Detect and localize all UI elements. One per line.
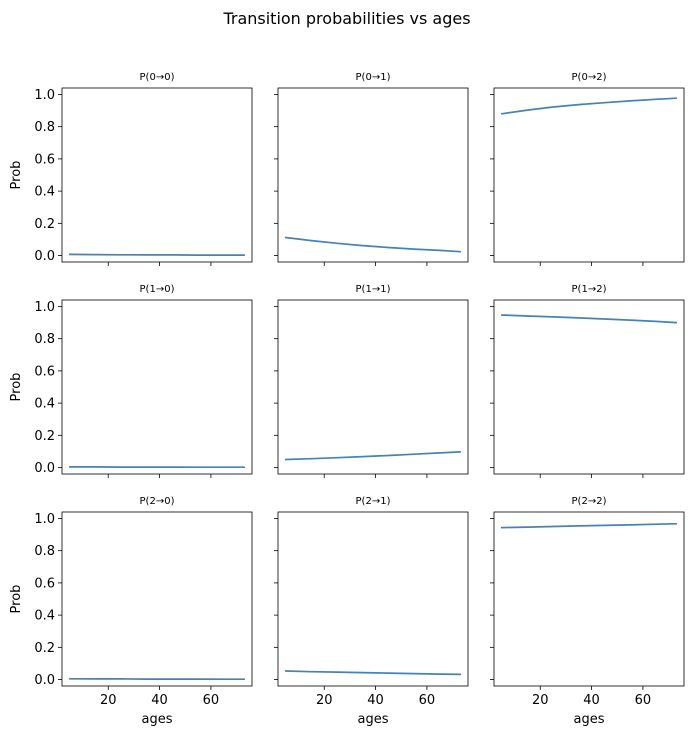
subplot-title: P(2→1) xyxy=(356,496,391,507)
subplot-4: P(1→1) xyxy=(274,284,469,478)
y-tick-label: 1.0 xyxy=(34,300,55,315)
axes-frame xyxy=(61,87,253,263)
y-tick-label: 0.8 xyxy=(34,120,55,135)
y-tick-label: 0.6 xyxy=(34,576,55,591)
y-axis-label: Prob xyxy=(9,161,24,190)
subplot-title: P(0→2) xyxy=(572,72,607,83)
subplot-6: P(2→0) 0.0 0.2 0.4 0.6 0.8 1.0 20 40 60 Prob ages xyxy=(9,496,253,727)
y-axis-label: Prob xyxy=(9,585,24,614)
subplot-title: P(1→2) xyxy=(572,284,607,295)
x-axis-label: ages xyxy=(142,712,173,727)
axes-frame xyxy=(61,511,253,687)
y-tick-label: 1.0 xyxy=(34,88,55,103)
y-tick-label: 0.0 xyxy=(34,249,55,264)
subplot-title: P(0→1) xyxy=(356,72,391,83)
series-line xyxy=(68,253,246,256)
series-line xyxy=(284,451,462,461)
subplot-1: P(0→1) xyxy=(274,72,469,266)
x-tick-label: 40 xyxy=(583,693,600,708)
axes-frame xyxy=(277,87,469,263)
x-tick-label: 60 xyxy=(419,693,436,708)
axes-frame xyxy=(493,511,685,687)
subplot-title: P(1→0) xyxy=(140,284,175,295)
x-tick-label: 20 xyxy=(100,693,117,708)
subplot-0: P(0→0) 0.0 0.2 0.4 0.6 0.8 1.0 Prob xyxy=(9,72,253,266)
y-tick-label: 0.6 xyxy=(34,152,55,167)
y-axis-label: Prob xyxy=(9,373,24,402)
y-tick-label: 0.2 xyxy=(34,217,55,232)
y-tick-label: 0.8 xyxy=(34,332,55,347)
x-axis-label: ages xyxy=(358,712,389,727)
subplot-5: P(1→2) xyxy=(490,284,685,478)
axes-frame xyxy=(277,299,469,475)
x-tick-label: 40 xyxy=(151,693,168,708)
subplot-3: P(1→0) 0.0 0.2 0.4 0.6 0.8 1.0 Prob xyxy=(9,284,253,478)
x-tick-label: 60 xyxy=(635,693,652,708)
y-tick-label: 0.4 xyxy=(34,609,55,624)
y-tick-label: 0.2 xyxy=(34,429,55,444)
x-tick-label: 60 xyxy=(203,693,220,708)
subplot-title: P(1→1) xyxy=(356,284,391,295)
series-line xyxy=(500,314,678,324)
axes-frame xyxy=(61,299,253,475)
x-tick-label: 20 xyxy=(532,693,549,708)
subplot-title: P(2→0) xyxy=(140,496,175,507)
y-tick-label: 0.4 xyxy=(34,185,55,200)
axes-frame xyxy=(277,511,469,687)
x-tick-label: 40 xyxy=(367,693,384,708)
subplot-title: P(2→2) xyxy=(572,496,607,507)
axes-frame xyxy=(493,299,685,475)
series-line xyxy=(500,522,678,529)
x-axis-label: ages xyxy=(574,712,605,727)
x-tick-label: 20 xyxy=(316,693,333,708)
subplot-2: P(0→2) xyxy=(490,72,685,266)
y-tick-label: 0.6 xyxy=(34,364,55,379)
y-tick-label: 0.4 xyxy=(34,397,55,412)
y-tick-label: 0.0 xyxy=(34,461,55,476)
axes-frame xyxy=(493,87,685,263)
series-line xyxy=(500,97,678,115)
subplot-7: P(2→1) 20 40 60 ages xyxy=(274,496,469,727)
y-tick-label: 1.0 xyxy=(34,512,55,527)
series-line xyxy=(284,670,462,676)
figure-title: Transition probabilities vs ages xyxy=(222,9,470,28)
subplot-8: P(2→2) 20 40 60 ages xyxy=(490,496,685,727)
subplot-title: P(0→0) xyxy=(140,72,175,83)
subplot-grid: P(0→0) 0.0 0.2 0.4 0.6 0.8 1.0 Prob P(0→1) P(0→2)… xyxy=(9,72,685,727)
series-line xyxy=(284,236,462,253)
y-tick-label: 0.8 xyxy=(34,544,55,559)
y-tick-label: 0.0 xyxy=(34,673,55,688)
y-tick-label: 0.2 xyxy=(34,641,55,656)
